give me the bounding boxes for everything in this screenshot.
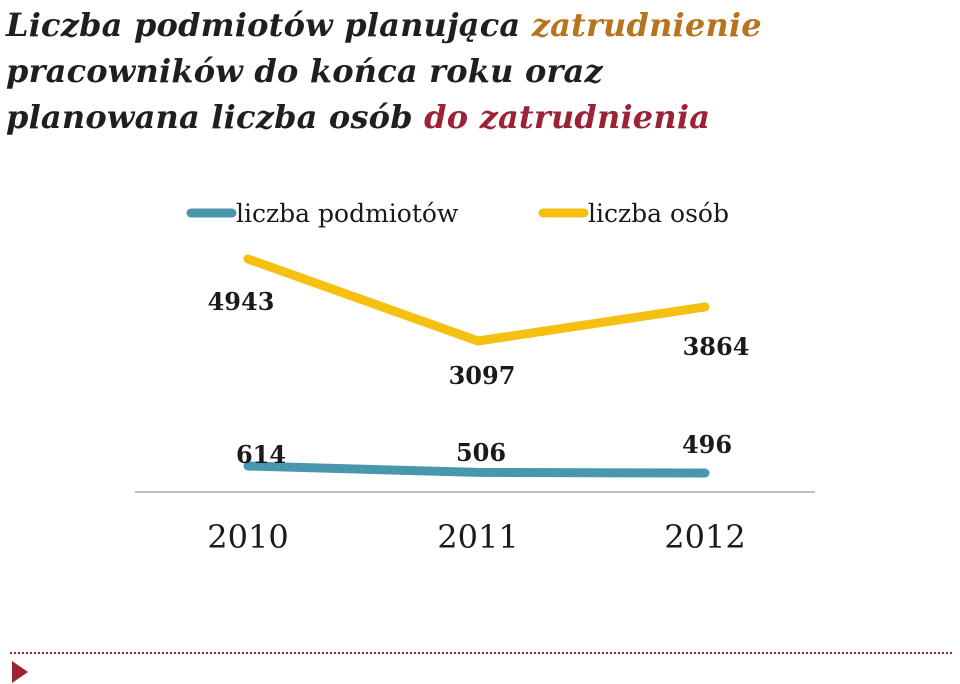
- data-label: 496: [682, 430, 732, 459]
- legend-label: liczba osób: [588, 199, 729, 228]
- title-line1-highlight: zatrudnienie: [531, 6, 762, 44]
- data-label: 3097: [449, 361, 516, 390]
- x-tick-label: 2011: [437, 518, 518, 556]
- chart-title: Liczba podmiotów planująca zatrudnienie …: [6, 2, 946, 140]
- x-tick-label: 2012: [664, 518, 745, 556]
- triangle-bullet-icon: [12, 661, 28, 683]
- footer-dotted-divider: [10, 652, 952, 654]
- title-line1-plain: Liczba podmiotów planująca: [6, 6, 532, 44]
- data-label: 614: [236, 440, 286, 469]
- series-line: [243, 254, 710, 346]
- series-line: [243, 461, 710, 478]
- data-label: 506: [456, 438, 506, 467]
- legend-label: liczba podmiotów: [236, 199, 459, 228]
- data-label: 4943: [208, 287, 275, 316]
- title-line3-plain: planowana liczba osób: [6, 98, 425, 136]
- title-line2: pracowników do końca roku oraz: [6, 52, 603, 90]
- x-tick-label: 2010: [207, 518, 288, 556]
- title-line3-highlight: do zatrudnienia: [424, 98, 711, 136]
- data-label: 3864: [683, 332, 750, 361]
